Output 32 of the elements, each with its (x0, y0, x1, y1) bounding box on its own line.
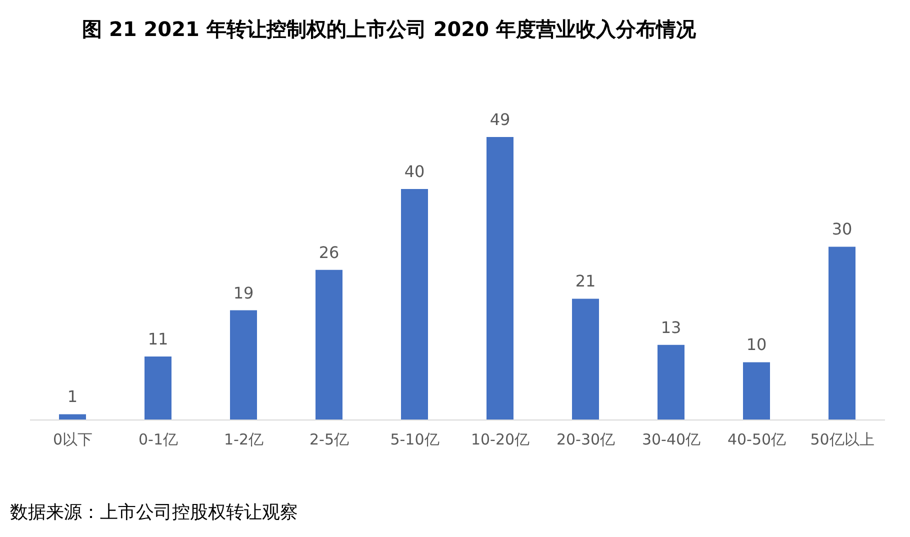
data-label: 30 (832, 220, 852, 239)
bar (144, 356, 172, 420)
bar (828, 246, 856, 420)
bar (572, 298, 599, 420)
data-label: 21 (575, 272, 596, 291)
x-tick-label: 0以下 (52, 430, 93, 449)
x-tick-label: 40-50亿 (727, 430, 786, 449)
x-tick-label: 5-10亿 (390, 430, 440, 449)
bar (316, 270, 342, 420)
bar (230, 310, 257, 420)
data-label: 11 (148, 329, 168, 348)
data-label: 13 (660, 318, 682, 337)
x-tick-label: 50亿以上 (810, 430, 874, 449)
x-tick-label: 1-2亿 (224, 430, 264, 449)
bar (486, 137, 514, 420)
x-tick-label: 2-5亿 (310, 430, 349, 449)
data-label: 26 (318, 242, 340, 262)
chart-title: 图 21 2021 年转让控制权的上市公司 2020 年度营业收入分布情况 (81, 16, 697, 43)
data-label: 1 (67, 387, 78, 406)
bar (743, 362, 770, 420)
bar (59, 414, 86, 420)
x-tick-label: 30-40亿 (642, 430, 701, 449)
x-tick-label: 20-30亿 (556, 430, 616, 449)
source-note: 数据来源：上市公司控股权转让观察 (9, 501, 299, 524)
bar (658, 344, 684, 420)
x-tick-label: 10-20亿 (470, 430, 530, 449)
data-label: 49 (490, 110, 510, 129)
data-label: 19 (233, 283, 254, 302)
bar (401, 188, 428, 420)
x-tick-label: 0-1亿 (138, 430, 178, 449)
data-label: 40 (404, 162, 425, 181)
data-label: 10 (746, 335, 767, 354)
